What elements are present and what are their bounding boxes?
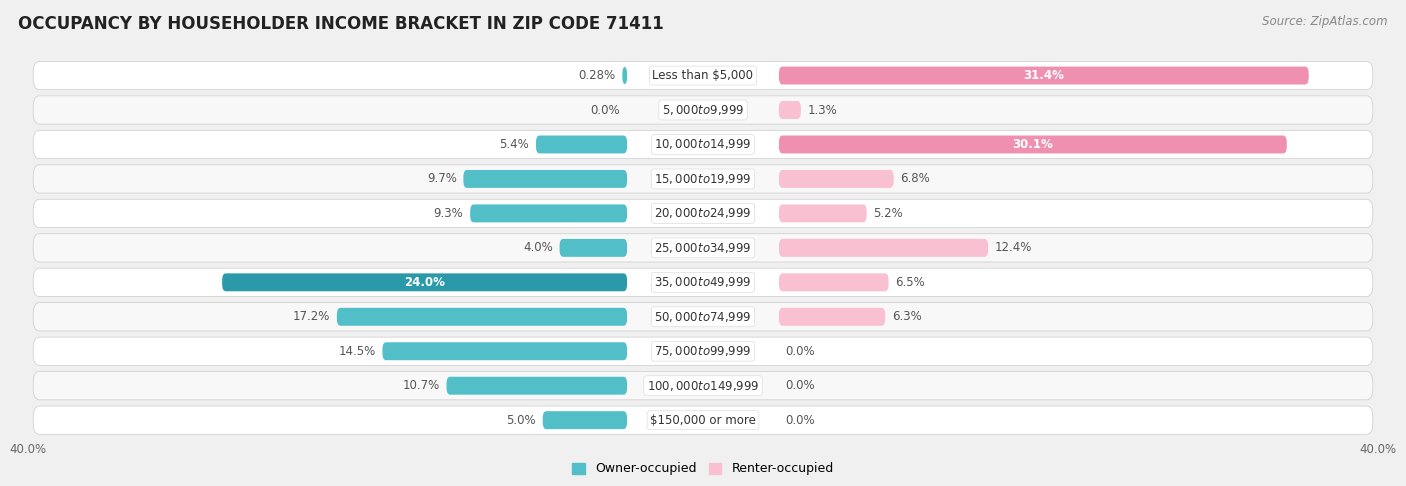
- Text: $150,000 or more: $150,000 or more: [650, 414, 756, 427]
- FancyBboxPatch shape: [779, 136, 1286, 154]
- Legend: Owner-occupied, Renter-occupied: Owner-occupied, Renter-occupied: [568, 457, 838, 481]
- Text: 0.0%: 0.0%: [786, 379, 815, 392]
- FancyBboxPatch shape: [34, 96, 1372, 124]
- Text: 6.8%: 6.8%: [900, 173, 931, 186]
- Text: $25,000 to $34,999: $25,000 to $34,999: [654, 241, 752, 255]
- Text: 6.3%: 6.3%: [891, 310, 922, 323]
- Text: Source: ZipAtlas.com: Source: ZipAtlas.com: [1263, 15, 1388, 28]
- Text: 12.4%: 12.4%: [995, 242, 1032, 254]
- Text: 5.2%: 5.2%: [873, 207, 903, 220]
- FancyBboxPatch shape: [34, 61, 1372, 90]
- FancyBboxPatch shape: [34, 199, 1372, 227]
- FancyBboxPatch shape: [337, 308, 627, 326]
- FancyBboxPatch shape: [779, 170, 894, 188]
- Text: $5,000 to $9,999: $5,000 to $9,999: [662, 103, 744, 117]
- Text: 30.1%: 30.1%: [1012, 138, 1053, 151]
- Text: $75,000 to $99,999: $75,000 to $99,999: [654, 344, 752, 358]
- Text: 5.4%: 5.4%: [499, 138, 529, 151]
- FancyBboxPatch shape: [536, 136, 627, 154]
- FancyBboxPatch shape: [464, 170, 627, 188]
- Text: $100,000 to $149,999: $100,000 to $149,999: [647, 379, 759, 393]
- Text: $15,000 to $19,999: $15,000 to $19,999: [654, 172, 752, 186]
- Text: 4.0%: 4.0%: [523, 242, 553, 254]
- Text: 0.0%: 0.0%: [786, 414, 815, 427]
- FancyBboxPatch shape: [543, 411, 627, 429]
- Text: 1.3%: 1.3%: [807, 104, 838, 117]
- Text: $20,000 to $24,999: $20,000 to $24,999: [654, 207, 752, 220]
- FancyBboxPatch shape: [382, 342, 627, 360]
- Text: 5.0%: 5.0%: [506, 414, 536, 427]
- FancyBboxPatch shape: [34, 337, 1372, 365]
- FancyBboxPatch shape: [470, 205, 627, 223]
- Text: $50,000 to $74,999: $50,000 to $74,999: [654, 310, 752, 324]
- FancyBboxPatch shape: [447, 377, 627, 395]
- Text: 17.2%: 17.2%: [292, 310, 330, 323]
- FancyBboxPatch shape: [34, 268, 1372, 296]
- Text: 10.7%: 10.7%: [402, 379, 440, 392]
- FancyBboxPatch shape: [560, 239, 627, 257]
- Text: 31.4%: 31.4%: [1024, 69, 1064, 82]
- FancyBboxPatch shape: [34, 372, 1372, 400]
- Text: OCCUPANCY BY HOUSEHOLDER INCOME BRACKET IN ZIP CODE 71411: OCCUPANCY BY HOUSEHOLDER INCOME BRACKET …: [18, 15, 664, 33]
- FancyBboxPatch shape: [779, 308, 886, 326]
- Text: 9.3%: 9.3%: [433, 207, 464, 220]
- FancyBboxPatch shape: [779, 67, 1309, 85]
- Text: 0.28%: 0.28%: [578, 69, 616, 82]
- Text: 6.5%: 6.5%: [896, 276, 925, 289]
- FancyBboxPatch shape: [34, 303, 1372, 331]
- FancyBboxPatch shape: [779, 239, 988, 257]
- FancyBboxPatch shape: [34, 165, 1372, 193]
- Text: $35,000 to $49,999: $35,000 to $49,999: [654, 276, 752, 289]
- FancyBboxPatch shape: [222, 273, 627, 291]
- FancyBboxPatch shape: [623, 67, 627, 85]
- Text: 24.0%: 24.0%: [404, 276, 446, 289]
- FancyBboxPatch shape: [779, 273, 889, 291]
- Text: Less than $5,000: Less than $5,000: [652, 69, 754, 82]
- FancyBboxPatch shape: [34, 130, 1372, 158]
- FancyBboxPatch shape: [34, 406, 1372, 434]
- Text: 9.7%: 9.7%: [427, 173, 457, 186]
- Text: 0.0%: 0.0%: [786, 345, 815, 358]
- Text: 0.0%: 0.0%: [591, 104, 620, 117]
- FancyBboxPatch shape: [779, 205, 866, 223]
- FancyBboxPatch shape: [779, 101, 801, 119]
- FancyBboxPatch shape: [34, 234, 1372, 262]
- Text: 14.5%: 14.5%: [339, 345, 375, 358]
- Text: $10,000 to $14,999: $10,000 to $14,999: [654, 138, 752, 152]
